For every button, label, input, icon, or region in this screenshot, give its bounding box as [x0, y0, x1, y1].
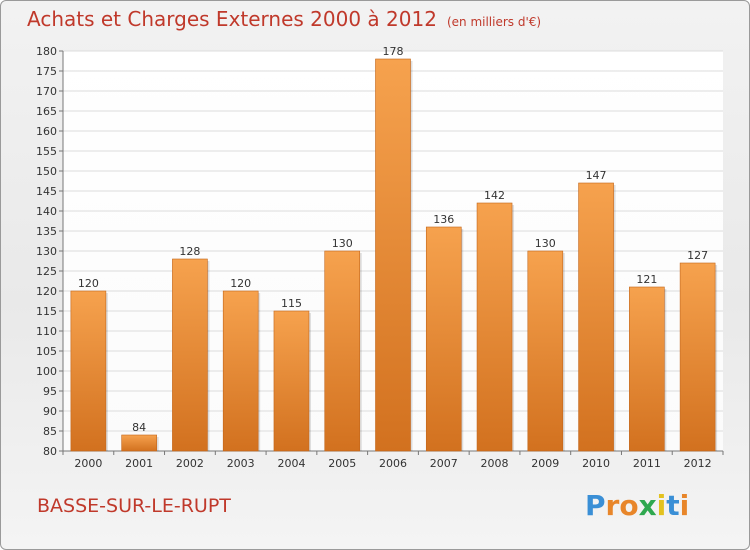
- bar-value-label: 120: [230, 277, 251, 290]
- logo-letter: x: [638, 489, 657, 522]
- bar-value-label: 84: [132, 421, 146, 434]
- bar-value-label: 115: [281, 297, 302, 310]
- bar-value-label: 121: [636, 273, 657, 286]
- bar: [121, 434, 157, 452]
- chart-title-text: Achats et Charges Externes 2000 à 2012: [27, 7, 437, 31]
- y-tick-label: 165: [36, 105, 57, 118]
- x-tick-label: 2012: [684, 457, 712, 470]
- bar: [629, 286, 665, 452]
- x-tick-label: 2003: [227, 457, 255, 470]
- y-tick-label: 90: [43, 405, 57, 418]
- logo-letter: i: [679, 489, 690, 522]
- bar-value-label: 147: [586, 169, 607, 182]
- logo-letter: r: [605, 489, 620, 522]
- y-tick-label: 160: [36, 125, 57, 138]
- bar-value-label: 120: [78, 277, 99, 290]
- bar: [578, 182, 614, 452]
- chart-title: Achats et Charges Externes 2000 à 2012 (e…: [27, 7, 541, 31]
- bar: [70, 290, 107, 452]
- y-tick-label: 140: [36, 205, 57, 218]
- y-tick-label: 125: [36, 265, 57, 278]
- y-tick-label: 145: [36, 185, 57, 198]
- x-tick-label: 2010: [582, 457, 610, 470]
- bar: [222, 290, 259, 452]
- y-tick-label: 80: [43, 445, 57, 458]
- y-tick-label: 175: [36, 65, 57, 78]
- bar: [375, 58, 411, 452]
- x-tick-label: 2005: [328, 457, 356, 470]
- bar-value-label: 128: [179, 245, 200, 258]
- y-tick-label: 180: [36, 45, 57, 58]
- x-tick-label: 2000: [74, 457, 102, 470]
- x-tick-label: 2004: [277, 457, 305, 470]
- plot-area: 80 85 90 95 100 105 110 115 120 125 130 135 140 145 15…: [36, 45, 724, 470]
- bar-value-label: 127: [687, 249, 708, 262]
- logo-letter: o: [619, 489, 639, 522]
- bar: [476, 202, 513, 452]
- bar-value-label: 136: [433, 213, 454, 226]
- chart-unit-label: (en milliers d'€): [446, 15, 542, 29]
- x-tick-label: 2006: [379, 457, 407, 470]
- y-tick-label: 155: [36, 145, 57, 158]
- y-tick-label: 130: [36, 245, 57, 258]
- bar-value-label: 178: [383, 45, 404, 58]
- bar-value-label: 130: [332, 237, 353, 250]
- x-tick-label: 2008: [481, 457, 509, 470]
- bar-value-label: 142: [484, 189, 505, 202]
- y-tick-label: 100: [36, 365, 57, 378]
- x-tick-label: 2001: [125, 457, 153, 470]
- proxiti-logo: Proxiti: [585, 489, 689, 522]
- logo-letter: P: [585, 489, 606, 522]
- bar: [273, 310, 310, 452]
- y-tick-label: 120: [36, 285, 57, 298]
- y-tick-label: 105: [36, 345, 57, 358]
- logo-letter: i: [656, 489, 667, 522]
- y-tick-label: 110: [36, 325, 57, 338]
- bar: [527, 250, 564, 452]
- y-tick-label: 85: [43, 425, 57, 438]
- commune-name: BASSE-SUR-LE-RUPT: [37, 495, 231, 517]
- x-tick-label: 2011: [633, 457, 661, 470]
- y-tick-label: 170: [36, 85, 57, 98]
- bar: [425, 226, 462, 452]
- y-tick-label: 135: [36, 225, 57, 238]
- x-tick-label: 2007: [430, 457, 458, 470]
- bar: [172, 258, 208, 452]
- bar: [324, 250, 361, 452]
- bar-value-label: 130: [535, 237, 556, 250]
- x-tick-label: 2009: [531, 457, 559, 470]
- x-tick-label: 2002: [176, 457, 204, 470]
- logo-letter: t: [666, 489, 680, 522]
- y-tick-label: 115: [36, 305, 57, 318]
- y-tick-label: 95: [43, 385, 57, 398]
- y-tick-label: 150: [36, 165, 57, 178]
- bar: [679, 262, 716, 452]
